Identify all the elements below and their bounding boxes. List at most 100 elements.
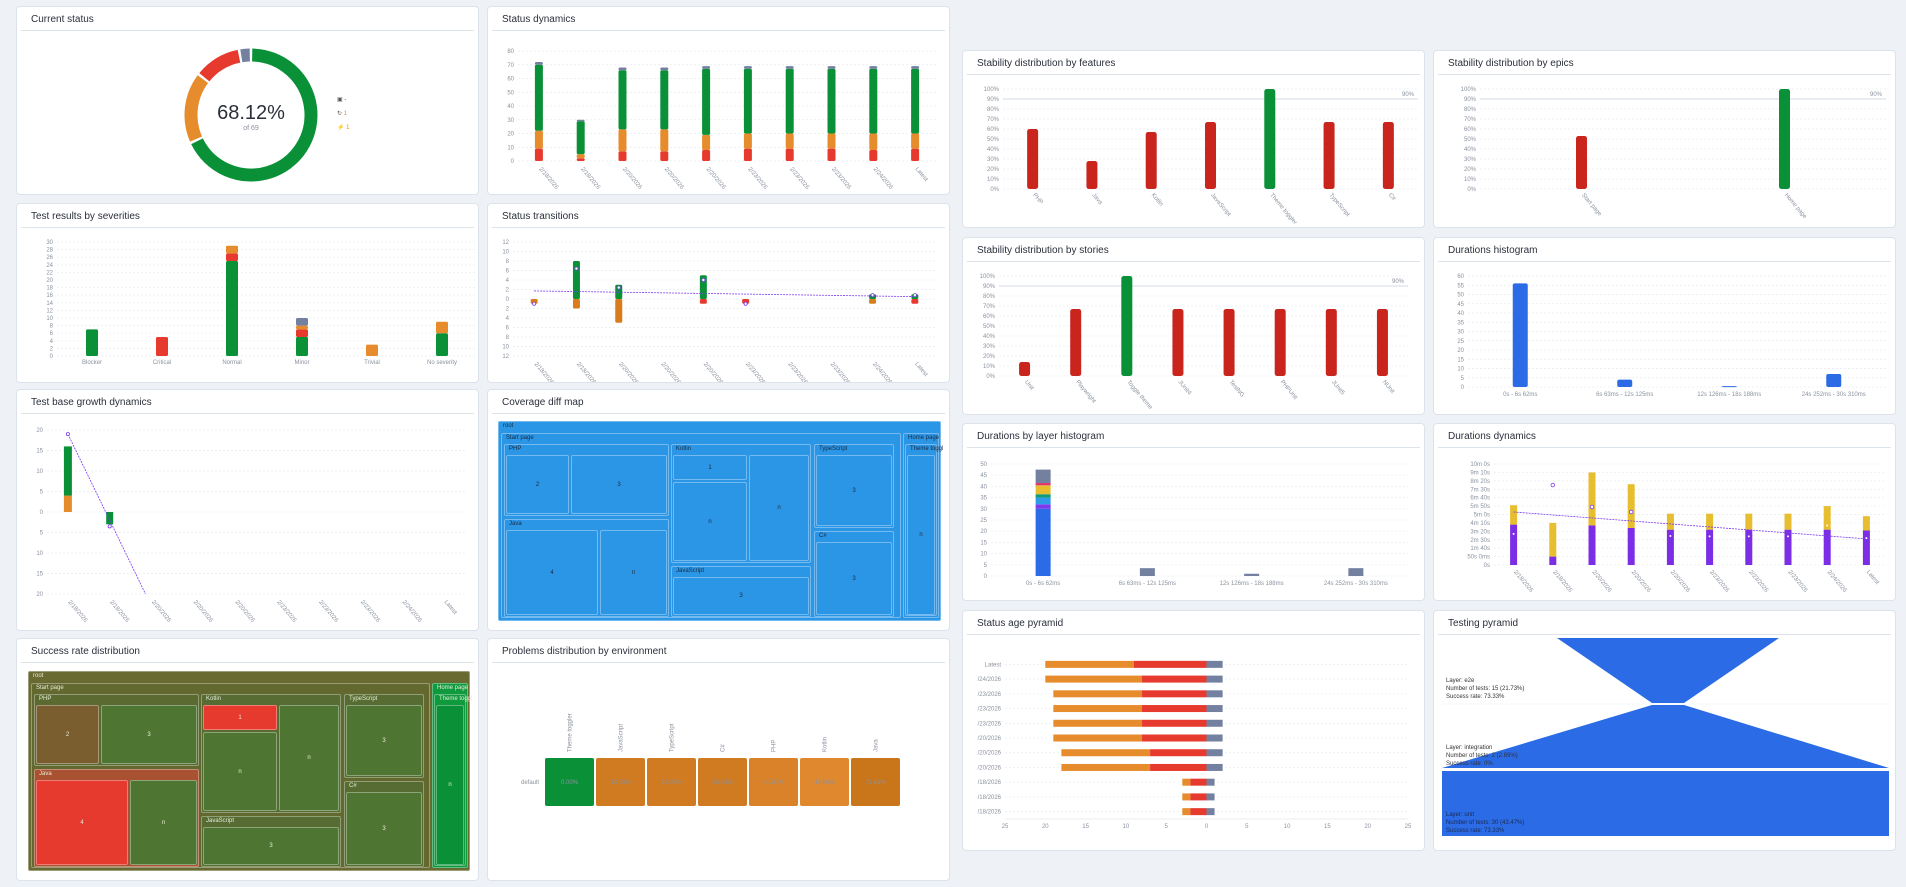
bar-segment-failed: [743, 148, 752, 161]
bar-broken: [1053, 719, 1143, 727]
y-tick-label: /18/2026: [978, 795, 1002, 801]
duration-point: [1669, 535, 1672, 538]
y-tick-label: 28: [46, 248, 53, 254]
treemap-leaf[interactable]: 3: [816, 455, 892, 526]
bar-skipped: [1206, 675, 1223, 683]
treemap-leaf[interactable]: 2: [506, 455, 569, 514]
treemap-leaf[interactable]: n: [673, 482, 747, 561]
treemap-leaf[interactable]: n: [203, 732, 277, 811]
x-tick-label: 6s 63ms - 12s 125ms: [1596, 392, 1653, 398]
treemap-leaf[interactable]: 3: [101, 705, 197, 764]
duration-point: [1787, 535, 1789, 538]
bar-skipped: [1206, 719, 1223, 727]
stability-epics-chart: 0% 10% 20% 30% 40% 50% 60% 70% 80% 90% 100% 90% Star…: [1461, 87, 1886, 221]
age-pyramid-chart: Latest/24/2026/23/2026/23/2026/23/2026/2…: [978, 660, 1412, 830]
treemap-leaf[interactable]: 4: [36, 780, 128, 865]
stability-features-chart: 0% 10% 20% 30% 40% 50% 60% 70% 80% 90% 100% 90% PHP J…: [984, 87, 1418, 226]
donut-chart: [184, 48, 318, 182]
treemap-leaf[interactable]: n: [749, 455, 809, 561]
node-value: 3: [382, 825, 386, 832]
x-tick-label: 25: [1002, 824, 1009, 830]
bar-regressed: [615, 299, 623, 323]
treemap-leaf[interactable]: 3: [673, 577, 809, 615]
y-tick-label: /23/2026: [978, 721, 1002, 727]
x-tick-label: Toggle theme: [1125, 379, 1153, 411]
treemap-leaf[interactable]: n: [279, 705, 339, 811]
treemap-leaf[interactable]: 3: [571, 455, 667, 514]
y-tick-label: /23/2026: [978, 707, 1002, 713]
x-tick-label: 2/18/2026: [579, 166, 601, 191]
bar-failed: [1133, 660, 1207, 668]
node-label: Kotlin: [206, 696, 222, 702]
bar-segment-skipped: [827, 66, 836, 69]
bar-segment-failed: [156, 337, 168, 356]
duration-bar-main: [1862, 530, 1870, 565]
x-tick-label: 2/20/2026: [192, 599, 214, 624]
trend-point: [65, 432, 70, 437]
card-title: Problems distribution by environment: [492, 639, 945, 663]
treemap-leaf[interactable]: 3: [346, 792, 422, 865]
threshold-label: 90%: [1870, 92, 1883, 98]
x-tick-label: Critical: [153, 360, 171, 366]
y-tick-label: /18/2026: [978, 780, 1002, 786]
treemap-leaf[interactable]: 1: [203, 705, 277, 730]
treemap-leaf[interactable]: n: [436, 705, 464, 865]
stability-bar: [1382, 122, 1394, 189]
duration-point: [1550, 482, 1555, 488]
x-tick-label: 2/24/2026: [1826, 569, 1848, 594]
card-coverage: Coverage diff map root Start page Home pag…: [487, 389, 950, 631]
card-title: Current status: [21, 7, 474, 31]
bar-failed: [1190, 808, 1207, 816]
y-tick-label: 30%: [987, 157, 1000, 163]
treemap-leaf[interactable]: 2: [36, 705, 99, 764]
x-tick-label: No severity: [427, 360, 457, 366]
y-tick-label: 8: [506, 259, 510, 265]
card-stab-stories: Stability distribution by stories 0% 10% 2…: [962, 237, 1425, 415]
node-label: Home page: [437, 685, 469, 691]
treemap-leaf[interactable]: 1: [673, 455, 747, 480]
layer-segment-integration: [1035, 485, 1051, 495]
node-value: n: [631, 569, 636, 576]
card-problems-env: Problems distribution by environment def…: [487, 638, 950, 881]
bar-segment-passed: [785, 68, 794, 134]
y-tick-label: 3m 20s: [1470, 529, 1490, 535]
node-value: 2: [535, 481, 540, 488]
y-tick-label: 20: [46, 278, 53, 284]
y-tick-label: 10: [46, 316, 53, 322]
donut-total: of 69: [243, 125, 259, 132]
status-stats: ▣ - ↻ 1 ⚡ 1: [337, 93, 350, 135]
x-tick-label: 15: [1082, 824, 1089, 830]
y-tick-label: 0: [511, 159, 515, 165]
x-tick-label: 12s 126ms - 18s 188ms: [1697, 392, 1761, 398]
x-tick-label: 2/23/2026: [275, 599, 297, 624]
y-tick-label: 5: [984, 563, 988, 569]
x-tick-label: 2/18/2026: [575, 361, 597, 382]
heat-cell: [851, 758, 900, 806]
node-value: 3: [147, 731, 151, 738]
y-tick-label: 2: [506, 307, 510, 313]
node-label: Theme toggl: [910, 446, 944, 452]
x-tick-label: Unit: [1023, 379, 1035, 391]
bar-segment-passed: [827, 68, 836, 134]
stability-bar: [1274, 309, 1286, 376]
bar-broken: [63, 495, 72, 512]
treemap-leaf[interactable]: n: [600, 530, 667, 615]
node-label: Kotlin: [676, 446, 692, 452]
status-transitions-chart: 12 10 8 6 4 2 0 2 4 6 8 10 12 2/18/2026 2/18/2026 2/20/…: [502, 240, 936, 382]
treemap-leaf[interactable]: 3: [346, 705, 422, 776]
bar-segment-skipped: [911, 66, 920, 69]
row-label: default: [521, 780, 539, 786]
node-value: 3: [852, 487, 856, 494]
treemap-leaf[interactable]: 3: [203, 827, 339, 865]
duration-bar-extra: [1510, 505, 1518, 525]
y-tick-label: 80: [507, 49, 514, 55]
stat-row: ↻ 1: [337, 107, 350, 121]
y-tick-label: 25: [980, 518, 987, 524]
y-tick-label: 70%: [983, 304, 996, 310]
treemap-leaf[interactable]: 4: [506, 530, 598, 615]
treemap-leaf[interactable]: n: [907, 455, 935, 615]
treemap-leaf[interactable]: n: [130, 780, 197, 865]
treemap-leaf[interactable]: 3: [816, 542, 892, 615]
x-tick-label: 2/23/2026: [744, 361, 766, 382]
y-tick-label: 40: [507, 104, 514, 110]
